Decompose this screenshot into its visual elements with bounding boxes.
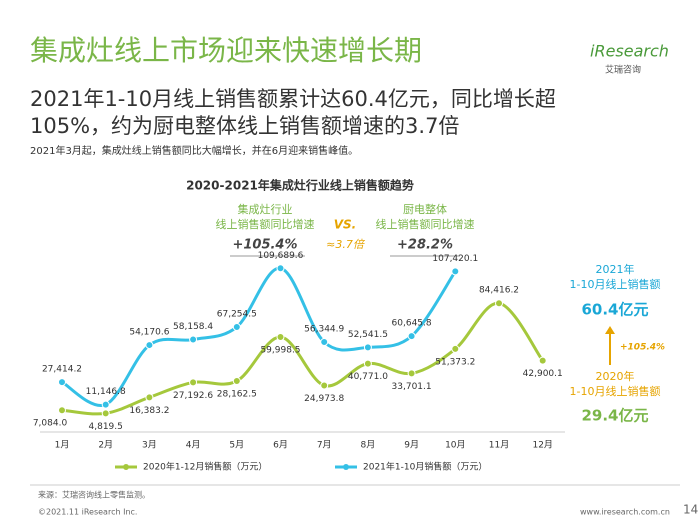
point	[363, 359, 372, 368]
legend-marker	[123, 464, 129, 470]
side-growth: +105.4%	[620, 343, 665, 353]
point	[101, 409, 110, 418]
annotation: 线上销售额同比增速	[216, 217, 315, 231]
annotation: 厨电整体	[403, 202, 447, 216]
note: 2021年3月起，集成灶线上销售额同比大幅增长，并在6月迎来销售峰值。	[30, 144, 358, 157]
x-tick-label: 8月	[361, 440, 376, 451]
data-label: 42,900.1	[523, 369, 563, 379]
data-label: 51,373.2	[435, 357, 475, 367]
legend-label: 2020年1-12月销售额（万元）	[143, 461, 267, 473]
data-label: 84,416.2	[479, 286, 519, 296]
arrow-head	[605, 326, 615, 334]
data-label: 28,162.5	[217, 390, 257, 400]
x-tick-label: 10月	[445, 440, 465, 451]
annotation: ≈3.7倍	[326, 238, 366, 251]
point	[495, 299, 503, 308]
point	[451, 344, 460, 353]
series-line	[61, 266, 457, 408]
point	[538, 356, 547, 365]
annotation: VS.	[334, 218, 357, 232]
x-tick-label: 7月	[317, 440, 332, 451]
data-label: 7,084.0	[33, 419, 68, 429]
point	[320, 381, 329, 390]
point	[58, 378, 66, 387]
headline: 2021年1-10月线上销售额累计达60.4亿元，同比增长超	[30, 87, 556, 111]
side-label: 1-10月线上销售额	[570, 384, 661, 398]
side-value: 60.4亿元	[581, 301, 648, 319]
data-label: 40,771.0	[348, 372, 388, 382]
side-label: 1-10月线上销售额	[570, 277, 661, 291]
point	[451, 267, 460, 276]
data-label: 4,819.5	[89, 422, 123, 432]
data-label: 24,973.8	[304, 394, 344, 404]
headline: 105%，约为厨电整体线上销售额增速的3.7倍	[30, 114, 459, 138]
annotation: 集成灶行业	[238, 202, 293, 216]
x-tick-label: 12月	[532, 440, 552, 451]
data-label: 54,170.6	[129, 328, 169, 338]
chart-title: 2020-2021年集成灶行业线上销售额趋势	[186, 178, 414, 193]
x-tick-label: 1月	[55, 440, 70, 451]
point	[189, 335, 198, 344]
point	[145, 341, 154, 350]
side-label: 2021年	[596, 262, 635, 276]
point	[58, 406, 66, 415]
point	[276, 264, 285, 273]
data-label: 27,414.2	[42, 365, 82, 375]
x-tick-label: 2月	[98, 440, 113, 451]
legend-label: 2021年1-10月销售额（万元）	[363, 461, 487, 473]
data-label: 58,158.4	[173, 322, 213, 332]
page-number: 14	[683, 503, 698, 517]
data-label: 56,344.9	[304, 325, 344, 335]
point	[101, 400, 110, 409]
point	[407, 332, 416, 341]
data-label: 52,541.5	[348, 330, 388, 340]
point	[320, 338, 329, 347]
x-tick-label: 9月	[404, 440, 419, 451]
point	[145, 393, 154, 402]
logo-sub: 艾瑞咨询	[605, 64, 641, 76]
annotation: 线上销售额同比增速	[376, 217, 475, 231]
data-label: 60,645.8	[392, 319, 432, 329]
point	[276, 333, 285, 342]
x-tick-label: 11月	[489, 440, 509, 451]
point	[232, 377, 241, 386]
point	[189, 378, 198, 387]
logo: iResearch	[590, 42, 669, 61]
side-value: 29.4亿元	[581, 407, 648, 425]
x-tick-label: 3月	[142, 440, 157, 451]
side-label: 2020年	[596, 369, 635, 383]
point	[232, 322, 241, 331]
legend-marker	[343, 464, 349, 470]
data-label: 67,254.5	[217, 309, 257, 319]
annotation: +28.2%	[397, 238, 453, 253]
source: 来源：艾瑞咨询线上零售监测。	[38, 490, 150, 500]
annotation: +105.4%	[232, 238, 297, 253]
point	[363, 343, 372, 352]
x-tick-label: 6月	[273, 440, 288, 451]
data-label: 27,192.6	[173, 391, 213, 401]
copyright: ©2021.11 iResearch Inc.	[38, 508, 137, 517]
url: www.iresearch.com.cn	[580, 508, 670, 517]
data-label: 59,998.5	[260, 346, 300, 356]
slide-title: 集成灶线上市场迎来快速增长期	[30, 34, 422, 67]
data-label: 33,701.1	[392, 382, 432, 392]
x-tick-label: 5月	[229, 440, 244, 451]
data-label: 107,420.1	[432, 254, 478, 264]
data-label: 11,146.8	[86, 387, 126, 397]
x-tick-label: 4月	[186, 440, 201, 451]
point	[407, 369, 416, 378]
data-label: 16,383.2	[129, 406, 169, 416]
data-label: 109,689.6	[258, 251, 304, 261]
